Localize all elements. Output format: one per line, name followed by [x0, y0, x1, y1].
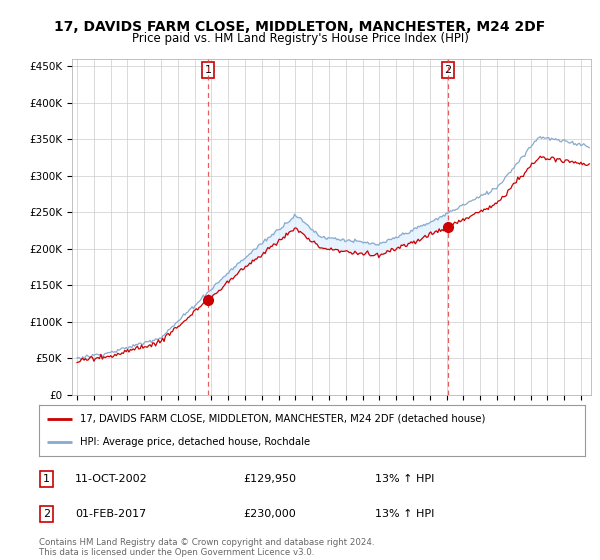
Text: 11-OCT-2002: 11-OCT-2002 [75, 474, 148, 484]
Text: 1: 1 [205, 65, 211, 74]
Text: HPI: Average price, detached house, Rochdale: HPI: Average price, detached house, Roch… [80, 437, 310, 447]
Text: 13% ↑ HPI: 13% ↑ HPI [375, 509, 434, 519]
Text: 2: 2 [43, 509, 50, 519]
Text: Contains HM Land Registry data © Crown copyright and database right 2024.
This d: Contains HM Land Registry data © Crown c… [39, 538, 374, 557]
Text: Price paid vs. HM Land Registry's House Price Index (HPI): Price paid vs. HM Land Registry's House … [131, 32, 469, 45]
Text: 17, DAVIDS FARM CLOSE, MIDDLETON, MANCHESTER, M24 2DF (detached house): 17, DAVIDS FARM CLOSE, MIDDLETON, MANCHE… [80, 414, 485, 424]
Text: 13% ↑ HPI: 13% ↑ HPI [375, 474, 434, 484]
Text: 01-FEB-2017: 01-FEB-2017 [75, 509, 146, 519]
Text: £129,950: £129,950 [243, 474, 296, 484]
Text: 2: 2 [445, 65, 451, 74]
Text: 1: 1 [43, 474, 50, 484]
Text: 17, DAVIDS FARM CLOSE, MIDDLETON, MANCHESTER, M24 2DF: 17, DAVIDS FARM CLOSE, MIDDLETON, MANCHE… [55, 20, 545, 34]
Text: £230,000: £230,000 [243, 509, 296, 519]
